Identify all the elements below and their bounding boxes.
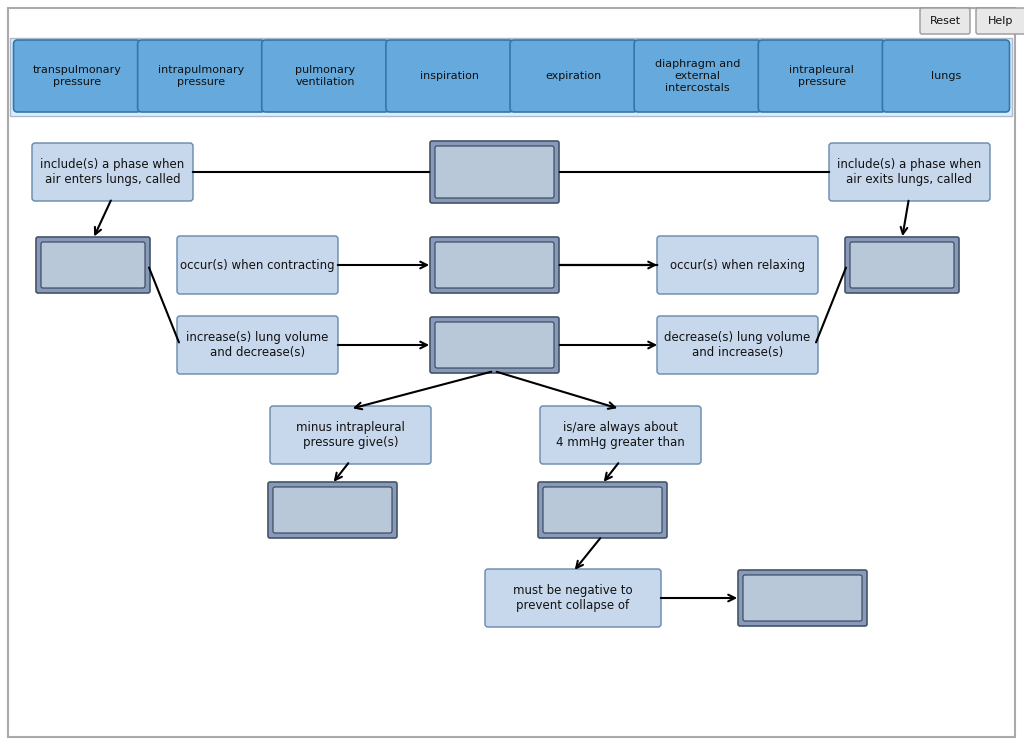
FancyBboxPatch shape <box>920 8 970 34</box>
Text: Reset: Reset <box>930 16 961 26</box>
FancyBboxPatch shape <box>850 242 954 288</box>
FancyBboxPatch shape <box>8 8 1015 737</box>
FancyBboxPatch shape <box>657 236 818 294</box>
Text: decrease(s) lung volume
and increase(s): decrease(s) lung volume and increase(s) <box>665 331 811 359</box>
Text: include(s) a phase when
air enters lungs, called: include(s) a phase when air enters lungs… <box>40 158 184 186</box>
FancyBboxPatch shape <box>13 40 140 112</box>
Text: increase(s) lung volume
and decrease(s): increase(s) lung volume and decrease(s) <box>186 331 329 359</box>
FancyBboxPatch shape <box>435 242 554 288</box>
FancyBboxPatch shape <box>386 40 513 112</box>
FancyBboxPatch shape <box>36 237 150 293</box>
FancyBboxPatch shape <box>268 482 397 538</box>
FancyBboxPatch shape <box>845 237 959 293</box>
FancyBboxPatch shape <box>634 40 761 112</box>
FancyBboxPatch shape <box>829 143 990 201</box>
FancyBboxPatch shape <box>430 237 559 293</box>
FancyBboxPatch shape <box>41 242 145 288</box>
FancyBboxPatch shape <box>538 482 667 538</box>
FancyBboxPatch shape <box>270 406 431 464</box>
Text: Help: Help <box>988 16 1014 26</box>
Text: include(s) a phase when
air exits lungs, called: include(s) a phase when air exits lungs,… <box>838 158 982 186</box>
FancyBboxPatch shape <box>177 316 338 374</box>
Text: intrapulmonary
pressure: intrapulmonary pressure <box>158 66 245 87</box>
FancyBboxPatch shape <box>430 317 559 373</box>
FancyBboxPatch shape <box>543 487 662 533</box>
FancyBboxPatch shape <box>743 575 862 621</box>
FancyBboxPatch shape <box>262 40 389 112</box>
Text: inspiration: inspiration <box>420 71 479 81</box>
FancyBboxPatch shape <box>273 487 392 533</box>
Text: pulmonary
ventilation: pulmonary ventilation <box>295 66 355 87</box>
FancyBboxPatch shape <box>540 406 701 464</box>
FancyBboxPatch shape <box>738 570 867 626</box>
Text: lungs: lungs <box>931 71 962 81</box>
FancyBboxPatch shape <box>510 40 637 112</box>
FancyBboxPatch shape <box>435 322 554 368</box>
FancyBboxPatch shape <box>137 40 265 112</box>
Text: occur(s) when relaxing: occur(s) when relaxing <box>670 259 805 271</box>
FancyBboxPatch shape <box>883 40 1010 112</box>
Text: is/are always about
4 mmHg greater than: is/are always about 4 mmHg greater than <box>556 421 685 449</box>
Text: transpulmonary
pressure: transpulmonary pressure <box>33 66 122 87</box>
Text: occur(s) when contracting: occur(s) when contracting <box>180 259 335 271</box>
Text: intrapleural
pressure: intrapleural pressure <box>790 66 854 87</box>
Text: expiration: expiration <box>546 71 602 81</box>
FancyBboxPatch shape <box>657 316 818 374</box>
FancyBboxPatch shape <box>430 141 559 203</box>
Text: diaphragm and
external
intercostals: diaphragm and external intercostals <box>655 60 740 92</box>
FancyBboxPatch shape <box>435 146 554 198</box>
Text: must be negative to
prevent collapse of: must be negative to prevent collapse of <box>513 584 633 612</box>
Text: minus intrapleural
pressure give(s): minus intrapleural pressure give(s) <box>296 421 404 449</box>
FancyBboxPatch shape <box>32 143 193 201</box>
FancyBboxPatch shape <box>485 569 662 627</box>
FancyBboxPatch shape <box>976 8 1024 34</box>
FancyBboxPatch shape <box>177 236 338 294</box>
FancyBboxPatch shape <box>758 40 886 112</box>
FancyBboxPatch shape <box>10 38 1012 116</box>
